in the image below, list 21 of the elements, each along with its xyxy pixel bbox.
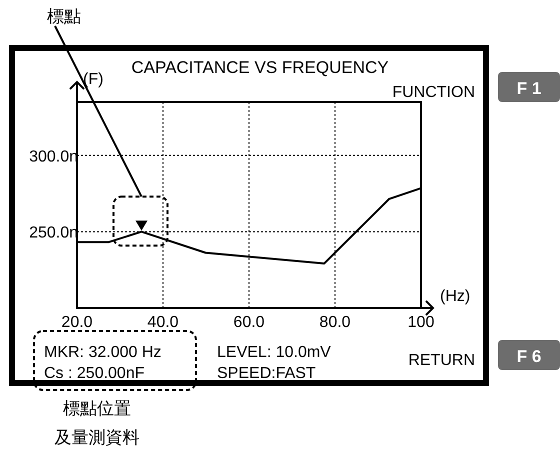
text: 標點 (47, 7, 81, 27)
text: F 1 (516, 79, 542, 98)
text: FUNCTION (392, 84, 475, 101)
text: MKR: 32.000 Hz (44, 344, 162, 361)
x-axis-title: (Hz) (440, 288, 470, 305)
text: 標點位置 (63, 399, 131, 419)
x-tick-label: 20.0 (61, 314, 93, 331)
y-tick-label: 250.0n (29, 224, 78, 242)
text: RETURN (408, 352, 475, 369)
x-tick-label: 60.0 (233, 314, 265, 331)
x-tick-label: 40.0 (147, 314, 179, 331)
text: F 6 (516, 347, 542, 366)
text: LEVEL: 10.0mV (217, 344, 332, 361)
text: 及量測資料 (54, 428, 140, 448)
x-tick-label: 100 (408, 314, 434, 331)
y-axis-title: (F) (83, 71, 104, 88)
chart-title: CAPACITANCE VS FREQUENCY (131, 58, 389, 77)
y-tick-label: 300.0n (29, 148, 78, 166)
text: Cs : 250.00nF (44, 365, 145, 382)
x-tick-label: 80.0 (319, 314, 351, 331)
text: SPEED:FAST (217, 365, 316, 382)
